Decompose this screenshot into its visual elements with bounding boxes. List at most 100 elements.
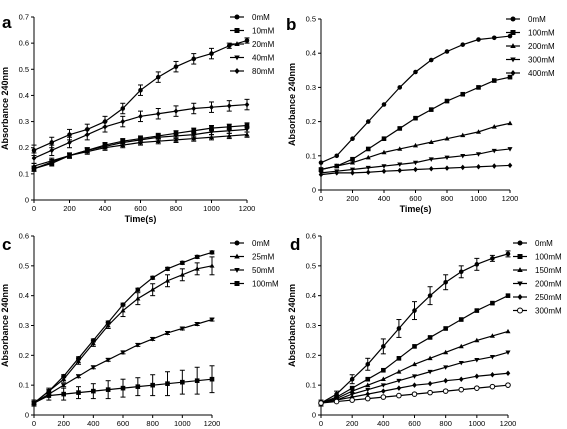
point-a-4-9 [191,105,197,112]
point-d-0-11 [490,256,495,261]
panel-a: a 0 0.1 0.2 0.3 0.4 0.5 0.6 0.7 0 200 400 600 800 1000… [0,13,275,225]
series-line-b-1 [320,76,511,171]
y-tick-label-c-4: 0.4 [19,291,29,300]
point-d-2-8 [443,349,449,355]
legend-marker-a-3 [234,55,240,61]
point-b-1-3 [365,146,371,152]
series-a-0 [31,37,250,157]
point-d-5-6 [411,391,418,397]
y-tick-label-b-1: 0.1 [306,151,316,160]
point-a-0-7 [155,74,161,80]
panel-d: d 0 0.1 0.2 0.3 0.4 0.5 0.6 0 200 400 600 800 1000 120… [287,232,562,429]
point-a-3-6 [137,138,144,143]
point-b-3-5 [397,162,403,167]
point-b-2-0 [318,166,324,172]
point-b-3-8 [444,155,450,161]
point-d-5-4 [380,394,387,400]
legend-label-c-0: 0mM [252,239,270,248]
point-b-1-12 [507,74,513,80]
series-b-4 [318,162,513,178]
point-c-1-5 [105,322,111,328]
panel-b: b 0 0.1 0.2 0.3 0.4 0.5 0 200 400 600 800 1000 1200 Ti… [286,15,555,215]
point-d-0-3 [365,361,371,367]
point-c-2-4 [90,365,96,370]
point-a-4-5 [120,118,126,125]
point-b-0-6 [413,69,418,75]
point-a-0-11 [226,43,232,49]
point-d-3-5 [396,378,402,384]
point-b-4-4 [381,168,387,174]
point-c-3-4 [91,388,96,394]
point-c-2-3 [75,374,82,379]
point-a-0-6 [138,87,143,93]
point-d-5-11 [489,383,496,390]
point-b-4-8 [444,165,450,171]
point-d-3-3 [365,387,371,393]
legend-marker-d-2 [517,267,523,272]
point-d-5-1 [333,398,340,405]
y-tick-label-c-2: 0.2 [19,351,29,360]
legend-marker-d-4 [517,294,523,300]
panel-letter-c: c [2,235,11,254]
y-tick-label-b-2: 0.2 [306,117,316,126]
point-d-5-0 [318,400,324,406]
point-b-4-2 [350,170,355,176]
point-d-0-5 [396,326,402,331]
point-b-4-0 [318,171,324,178]
y-tick-label-a-5: 0.5 [19,65,29,74]
point-c-3-11 [194,378,200,383]
x-tick-label-d-4: 800 [439,419,452,428]
point-a-2-9 [191,135,197,141]
y-tick-label-d-0: 0 [312,411,316,420]
point-d-5-9 [458,386,465,393]
point-b-1-7 [428,107,434,112]
point-c-0-9 [165,266,170,272]
point-d-5-5 [396,392,402,399]
point-b-1-8 [444,98,450,104]
point-c-3-3 [76,390,81,395]
point-a-3-3 [84,148,90,153]
point-b-4-11 [491,163,497,169]
point-b-0-5 [397,85,403,90]
point-a-4-11 [226,103,232,109]
point-d-3-8 [443,365,449,370]
point-a-4-10 [209,104,214,110]
x-tick-label-c-4: 800 [146,419,159,428]
point-c-0-10 [180,260,185,266]
y-tick-label-c-6: 0.6 [19,232,29,241]
point-a-4-8 [173,108,179,114]
point-b-2-4 [381,149,387,155]
point-c-3-7 [135,384,141,389]
point-c-2-2 [61,383,67,388]
point-a-4-7 [155,110,161,117]
point-d-2-11 [489,333,495,338]
point-b-4-3 [365,169,371,175]
y-tick-label-d-2: 0.2 [306,351,316,360]
series-d-0 [318,250,511,407]
point-b-1-4 [381,136,387,141]
point-c-0-8 [150,275,155,281]
x-tick-label-c-1: 200 [57,419,70,428]
point-d-0-7 [427,293,433,298]
point-d-2-6 [411,361,418,367]
legend-label-d-5: 300mM [535,307,562,316]
point-c-1-8 [150,287,156,292]
point-d-0-9 [458,269,464,275]
point-a-0-12 [244,38,250,43]
x-tick-label-c-6: 1200 [204,419,221,428]
point-b-0-3 [365,119,371,124]
point-a-1-12 [244,123,250,128]
point-c-3-10 [180,379,185,385]
point-b-2-11 [491,124,497,129]
series-a-3 [31,126,250,172]
point-c-1-11 [194,266,200,271]
point-c-1-7 [135,296,141,301]
point-b-1-5 [397,126,403,131]
series-c-3 [31,365,215,407]
panel-letter-a: a [2,13,12,32]
point-a-3-5 [120,140,126,146]
point-b-0-9 [460,42,466,47]
point-b-3-6 [412,160,419,166]
point-d-0-4 [381,344,386,349]
panel-letter-b: b [286,15,296,34]
